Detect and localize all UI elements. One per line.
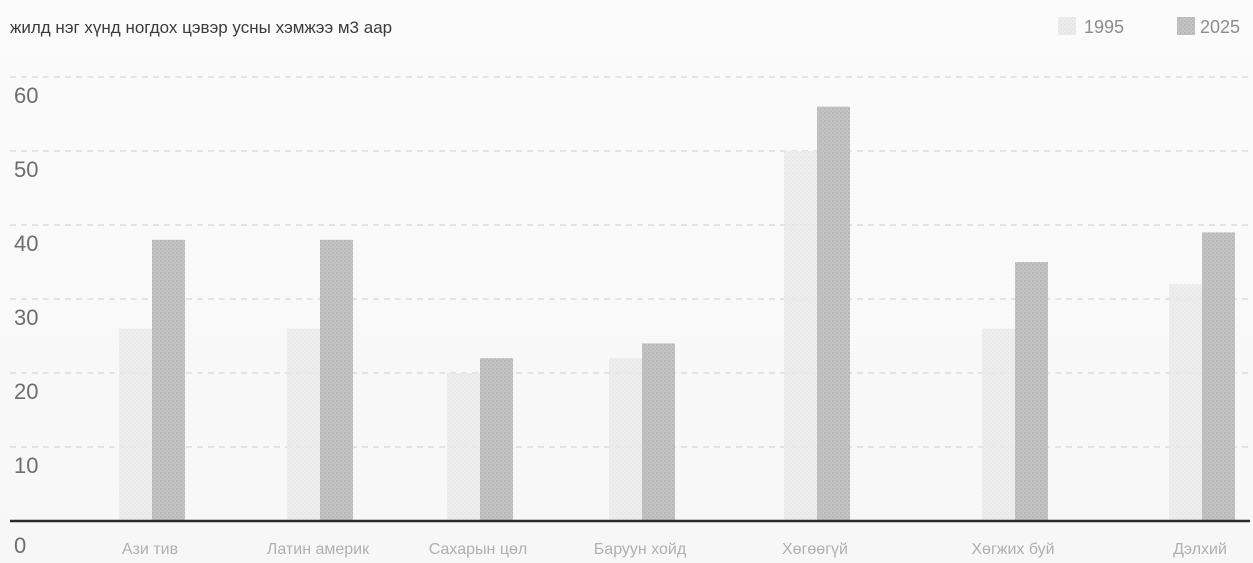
- legend-swatch-2025: [1177, 17, 1195, 35]
- bar-2025-5: [1015, 262, 1048, 521]
- x-tick-label: Баруун хойд: [594, 541, 687, 558]
- bar-1995-5: [982, 328, 1015, 521]
- x-tick-label: Сахарын цөл: [429, 541, 527, 558]
- y-tick-label: 10: [14, 453, 38, 478]
- bar-1995-4: [784, 151, 817, 521]
- y-tick-label: 40: [14, 231, 38, 256]
- bars: [119, 106, 1235, 522]
- bar-2025-1: [320, 239, 353, 522]
- x-tick-label: Латин америк: [267, 541, 370, 558]
- y-tick-label: 60: [14, 83, 38, 108]
- bar-2025-3: [642, 343, 675, 521]
- x-tick-label: Хөгжих буй: [971, 541, 1054, 558]
- y-tick-label: 20: [14, 379, 38, 404]
- chart-title: жилд нэг хүнд ногдох цэвэр усны хэмжээ м…: [10, 18, 392, 37]
- bar-2025-0: [152, 239, 185, 522]
- bar-2025-6: [1202, 232, 1235, 521]
- x-tick-label: Ази тив: [122, 541, 178, 558]
- y-axis-ticks: 0 10 20 30 40 50 60: [14, 83, 38, 558]
- bar-1995-3: [609, 358, 642, 521]
- y-tick-label: 50: [14, 157, 38, 182]
- bar-1995-1: [287, 328, 320, 521]
- legend-label-1995: 1995: [1084, 17, 1124, 37]
- bar-2025-4: [817, 106, 850, 521]
- bar-1995-6: [1169, 284, 1202, 521]
- x-tick-label: Дэлхий: [1173, 541, 1227, 558]
- legend: 1995 2025: [1058, 17, 1240, 37]
- x-tick-label: Хөгөөгүй: [782, 541, 848, 558]
- bar-2025-2: [480, 358, 513, 521]
- bar-1995-0: [119, 328, 152, 521]
- y-tick-label: 0: [14, 533, 26, 558]
- y-tick-label: 30: [14, 305, 38, 330]
- legend-swatch-1995: [1058, 17, 1076, 35]
- bar-1995-2: [447, 373, 480, 521]
- x-axis-ticks: Ази тив Латин америк Сахарын цөл Баруун хой…: [122, 541, 1227, 558]
- legend-label-2025: 2025: [1200, 17, 1240, 37]
